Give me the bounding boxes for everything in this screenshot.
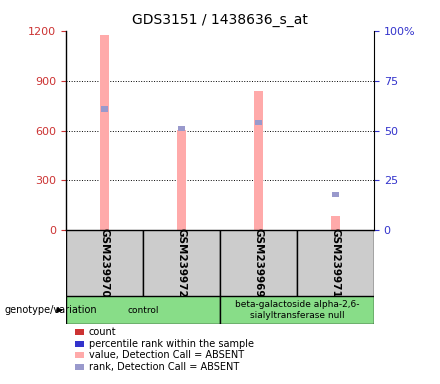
Bar xyxy=(177,130,186,230)
Bar xyxy=(332,192,339,197)
Text: rank, Detection Call = ABSENT: rank, Detection Call = ABSENT xyxy=(89,362,239,372)
Bar xyxy=(100,35,109,230)
Bar xyxy=(254,91,263,230)
Text: GSM239971: GSM239971 xyxy=(330,228,341,298)
Bar xyxy=(255,120,262,126)
Text: beta-galactoside alpha-2,6-
sialyltransferase null: beta-galactoside alpha-2,6- sialyltransf… xyxy=(235,300,359,320)
Text: count: count xyxy=(89,327,117,337)
Bar xyxy=(143,230,220,296)
Text: control: control xyxy=(127,306,159,314)
Bar xyxy=(66,230,143,296)
Bar xyxy=(220,296,374,324)
Bar xyxy=(101,106,108,111)
Text: percentile rank within the sample: percentile rank within the sample xyxy=(89,339,254,349)
Bar xyxy=(297,230,374,296)
Text: genotype/variation: genotype/variation xyxy=(4,305,97,315)
Bar xyxy=(66,296,220,324)
Bar xyxy=(220,230,297,296)
Bar xyxy=(331,216,340,230)
Text: GSM239972: GSM239972 xyxy=(176,228,187,298)
Text: GSM239969: GSM239969 xyxy=(253,228,264,298)
Bar xyxy=(178,126,185,131)
Text: value, Detection Call = ABSENT: value, Detection Call = ABSENT xyxy=(89,350,244,360)
Title: GDS3151 / 1438636_s_at: GDS3151 / 1438636_s_at xyxy=(132,13,308,27)
Text: GSM239970: GSM239970 xyxy=(99,228,110,298)
